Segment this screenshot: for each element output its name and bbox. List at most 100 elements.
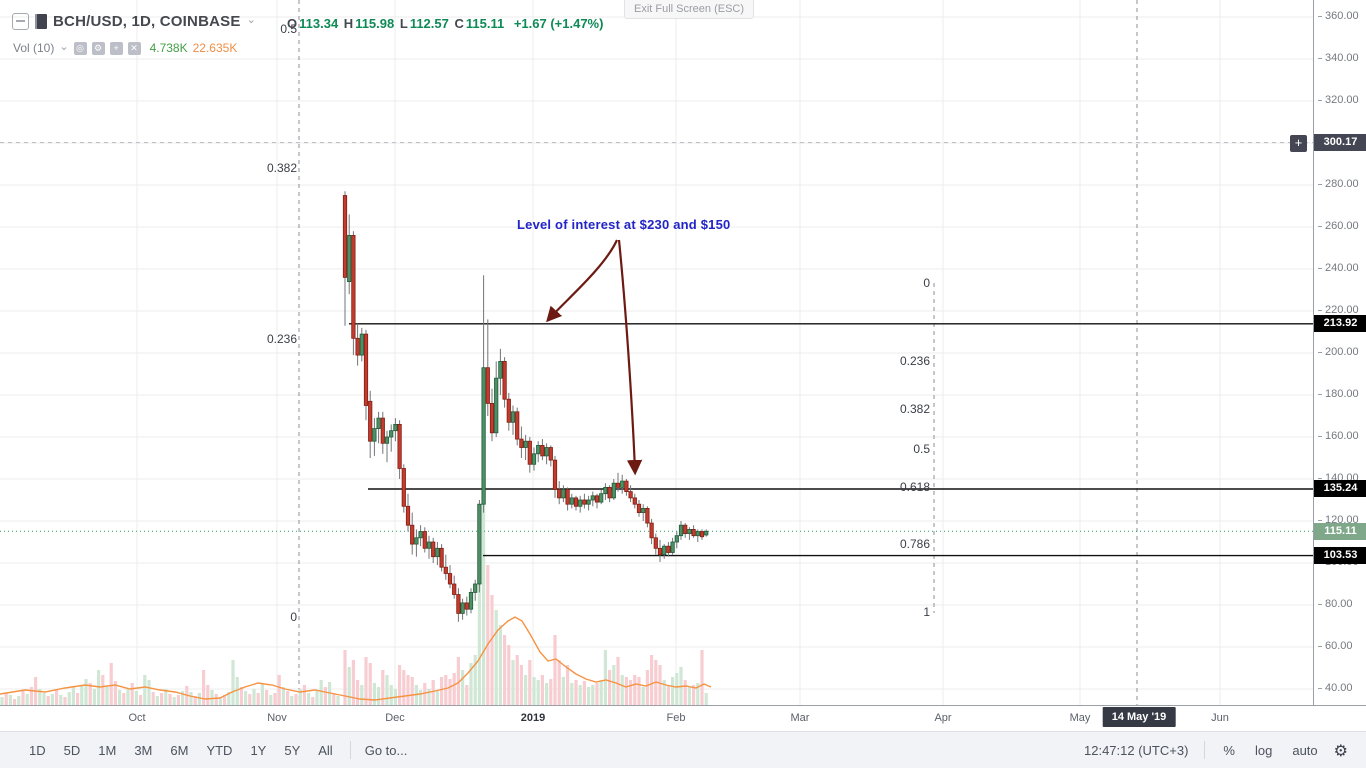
candle-body: [632, 497, 637, 505]
scale-button-log[interactable]: log: [1254, 742, 1273, 758]
gear-icon[interactable]: ⚙: [91, 41, 105, 55]
candle-body: [586, 499, 591, 505]
candle-body: [355, 337, 360, 356]
scale-button-percent[interactable]: %: [1223, 742, 1235, 758]
volume-bar: [63, 697, 67, 705]
exit-fullscreen-tooltip[interactable]: Exit Full Screen (ESC): [624, 0, 755, 19]
volume-current-value: 4.738K: [149, 41, 188, 55]
candle-body: [628, 491, 633, 499]
time-axis[interactable]: Oct Nov Dec 2019 Feb Mar Apr May Jun 14 May '19: [0, 705, 1366, 731]
add-alert-plus-button[interactable]: +: [1290, 135, 1307, 152]
price-tick-label: 180.00: [1318, 388, 1359, 400]
fib-level-label: 0.236: [900, 354, 930, 368]
candle-body: [468, 592, 474, 610]
volume-bar: [578, 685, 582, 705]
range-button-3m[interactable]: 3M: [134, 742, 153, 758]
volume-bar: [231, 660, 235, 705]
volume-bar: [540, 675, 544, 705]
fib-level-label: 0: [290, 610, 297, 624]
volume-bar: [260, 683, 264, 705]
volume-bar: [608, 670, 612, 705]
eye-icon[interactable]: ◎: [73, 41, 87, 55]
candle-body: [510, 411, 516, 423]
volume-bar: [410, 677, 414, 705]
volume-bar: [532, 677, 536, 705]
volume-bar: [364, 657, 368, 705]
volume-bar: [557, 660, 561, 705]
volume-bar: [498, 625, 502, 705]
volume-bar: [252, 689, 256, 705]
volume-bar: [151, 692, 155, 705]
range-button-5y[interactable]: 5Y: [284, 742, 301, 758]
chevron-down-icon[interactable]: ⌄: [59, 40, 69, 53]
chevron-down-icon[interactable]: ⌄: [246, 14, 256, 26]
candle-body: [485, 367, 490, 404]
goto-date-button[interactable]: Go to...: [364, 742, 408, 758]
low-value: 112.57: [409, 16, 449, 31]
candle-body: [636, 503, 642, 514]
scale-buttons: % log auto: [1213, 739, 1327, 762]
volume-bar: [168, 694, 172, 705]
range-button-1d[interactable]: 1D: [29, 742, 46, 758]
candle-body: [347, 234, 352, 282]
volume-bar: [343, 650, 347, 705]
candle-body: [561, 489, 566, 499]
candle-body: [670, 541, 675, 553]
range-button-6m[interactable]: 6M: [170, 742, 189, 758]
range-button-1y[interactable]: 1Y: [250, 742, 267, 758]
symbol-title[interactable]: BCH/USD, 1D, COINBASE: [53, 13, 241, 30]
candle-body: [666, 545, 671, 553]
fib-level-label: 0.382: [267, 161, 297, 175]
volume-bar: [109, 663, 113, 705]
candle-body: [523, 440, 528, 448]
range-button-5d[interactable]: 5D: [63, 742, 81, 758]
volume-indicator-label[interactable]: Vol (10): [13, 41, 55, 55]
volume-bar: [574, 680, 578, 705]
close-icon[interactable]: ✕: [127, 41, 141, 55]
ohlc-readout: O 113.34 H 115.98 L 112.57 C 115.11 +1.67 (+…: [287, 16, 605, 31]
volume-bar: [671, 677, 675, 705]
chart-canvas[interactable]: 0.5 0.382 0.236 0 0 0.236 0.382 0.5 0.618 0.786 1 …: [0, 0, 1313, 705]
candle-body: [426, 541, 432, 549]
range-button-1m[interactable]: 1M: [98, 742, 117, 758]
scale-button-auto[interactable]: auto: [1292, 742, 1318, 758]
collapse-panel-icon[interactable]: [12, 13, 29, 30]
volume-bar: [444, 675, 448, 705]
open-label: O: [287, 16, 298, 31]
clock-timezone[interactable]: 12:47:12 (UTC+3): [1084, 742, 1189, 758]
volume-bar: [473, 655, 477, 705]
volume-bar: [419, 690, 423, 705]
volume-bar: [360, 685, 364, 705]
toolbar-divider: [349, 741, 351, 759]
fib-level-label: 0.382: [900, 402, 930, 416]
candle-body: [443, 566, 448, 574]
volume-bar: [214, 694, 218, 705]
candle-body: [519, 438, 524, 448]
volume-bar: [277, 675, 281, 705]
candle-body: [544, 447, 549, 457]
chart-settings-gear-icon[interactable]: ⚙: [1333, 743, 1348, 760]
plus-icon[interactable]: +: [109, 41, 123, 55]
price-badge-300.17: 300.17: [1314, 134, 1366, 152]
volume-bar: [435, 691, 439, 705]
volume-bar: [76, 693, 80, 705]
volume-bar: [595, 683, 599, 705]
volume-bar: [582, 681, 586, 705]
volume-bar: [67, 692, 71, 705]
price-tick-label: 200.00: [1318, 346, 1359, 358]
price-axis[interactable]: 360.00 340.00 320.00 280.00 260.00 240.00 220.…: [1313, 0, 1366, 705]
volume-bar: [469, 663, 473, 705]
price-tick-label: 360.00: [1318, 10, 1359, 22]
fib-level-label: 0.786: [900, 537, 930, 551]
candle-body: [368, 400, 373, 442]
range-button-all[interactable]: All: [318, 742, 333, 758]
range-button-ytd[interactable]: YTD: [206, 742, 233, 758]
volume-bar: [286, 691, 290, 705]
volume-bar: [587, 687, 591, 705]
candle-body: [342, 195, 348, 278]
candle-body: [536, 444, 541, 455]
candle-body: [447, 573, 453, 585]
volume-bar: [122, 693, 126, 705]
volume-bar: [385, 675, 389, 705]
price-tick-label: 60.00: [1318, 640, 1353, 652]
